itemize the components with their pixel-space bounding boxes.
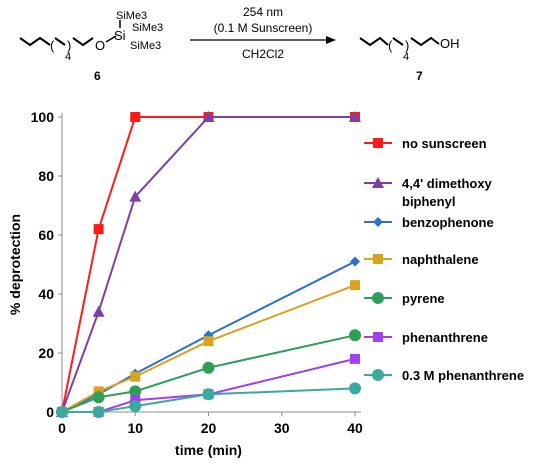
reactant-repeat-unit [54,37,66,46]
x-tick-label: 10 [127,420,143,436]
legend-swatch-marker [372,177,384,188]
product-repeat-unit [392,37,404,46]
y-tick-label: 60 [38,227,54,243]
data-point [92,391,105,404]
hydroxyl-group: OH [440,36,460,51]
data-point [129,400,142,413]
condition-solvent: CH2Cl2 [242,47,284,61]
legend-entry: benzophenone [364,215,494,230]
legend-entry: 0.3 M phenanthrene [364,368,524,383]
chart-axes: 0 20 40 60 80 100 0 10 20 30 40 [31,109,363,436]
reactant-chain-end [72,37,94,47]
legend-entry: naphthalene [364,252,479,267]
data-point [202,111,215,122]
reactant-repeat-paren-close: ) [67,38,71,53]
x-tick-label: 20 [201,420,217,436]
condition-wavelength: 254 nm [243,5,283,19]
data-point [129,190,142,202]
data-point [92,305,105,317]
legend-entry: phenanthrene [364,330,488,345]
oxygen-atom: O [95,38,105,53]
data-point [56,406,68,418]
data-point [350,256,360,267]
reactant-repeat-paren-open: ( [50,38,55,53]
x-axis-label: time (min) [175,442,242,458]
data-point [349,329,361,342]
data-point [202,361,215,374]
product-chain-end [410,36,440,47]
data-point [92,406,105,418]
reactant-chain [19,36,51,47]
data-point [350,280,360,291]
reaction-scheme: ( ) 4 O Si SiMe3 SiMe3 SiMe3 6 254 nm (0… [19,5,460,83]
y-tick-label: 100 [31,109,55,125]
x-tick-label: 40 [347,420,363,436]
silicon-atom: Si [114,28,126,43]
reactant-subscript: 4 [65,51,71,63]
data-point [93,224,104,235]
legend-label: phenanthrene [402,330,488,345]
product-label: 7 [416,69,423,83]
legend-swatch-marker [372,292,384,304]
product-subscript: 4 [403,51,409,63]
y-tick-label: 80 [38,168,54,184]
legend-swatch-marker [373,217,383,227]
y-tick-label: 20 [38,345,54,361]
legend-swatch-marker [373,138,383,148]
legend-label: 0.3 M phenanthrene [402,368,524,383]
data-point [203,336,214,347]
o-si-bond [105,35,117,43]
reaction-arrow-head [326,36,336,44]
series-1 [56,111,361,417]
product-repeat-paren-open: ( [388,38,393,53]
data-point [350,353,360,364]
data-point [349,382,361,395]
legend-label: pyrene [402,291,445,306]
legend-label-line: 4,4' dimethoxy [402,176,493,191]
legend-label: no sunscreen [402,136,487,151]
legend-swatch-marker [372,369,384,381]
data-point [130,112,141,122]
legend-swatch-marker [373,254,383,264]
x-tick-label: 30 [274,420,290,436]
data-point [349,111,361,122]
condition-sunscreen: (0.1 M Sunscreen) [214,21,313,35]
reactant-label: 6 [94,69,101,83]
product-repeat-paren-close: ) [405,38,409,53]
legend-swatch-marker [373,332,383,342]
legend-label-line: biphenyl [402,194,455,209]
product-chain [359,36,389,47]
legend-entry: no sunscreen [364,136,487,151]
deprotection-chart: 0 20 40 60 80 100 0 10 20 30 40 no sunscreen 4,4' d… [7,109,524,458]
y-tick-label: 0 [46,404,54,420]
legend-label: naphthalene [402,252,479,267]
data-point [129,385,142,398]
legend-label: 4,4' dimethoxy biphenyl [402,176,493,209]
sime3-mid: SiMe3 [132,22,163,34]
data-point [202,388,215,401]
chart-series [56,111,361,418]
data-point [130,371,141,382]
y-tick-label: 40 [38,286,54,302]
legend-entry: pyrene [364,291,445,306]
legend-label: benzophenone [402,215,494,230]
chart-legend: no sunscreen 4,4' dimethoxy biphenyl benzop… [364,136,524,383]
series-6 [56,382,361,418]
x-tick-label: 0 [58,420,66,436]
sime3-bot: SiMe3 [130,40,161,52]
sime3-top: SiMe3 [116,10,147,22]
y-axis-label: % deprotection [7,214,23,315]
legend-entry: 4,4' dimethoxy biphenyl [364,176,493,209]
